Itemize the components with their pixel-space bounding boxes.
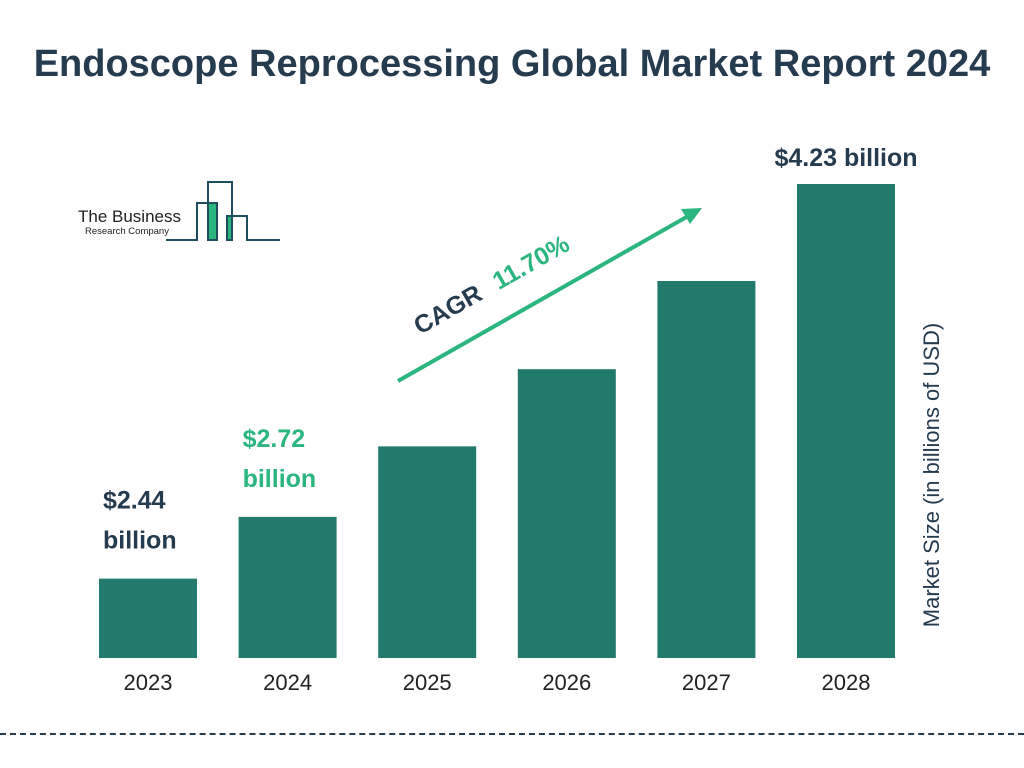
divider xyxy=(0,733,1024,735)
logo-line1: The Business xyxy=(78,207,181,226)
x-tick-label: 2024 xyxy=(263,670,312,695)
x-tick-label: 2025 xyxy=(403,670,452,695)
data-label-2024: $2.72 billion xyxy=(243,425,317,493)
data-label-2028: $4.23 billion xyxy=(774,144,917,172)
logo-line2: Research Company xyxy=(85,226,169,237)
bar-2026 xyxy=(517,369,616,658)
data-label-value: $2.72 xyxy=(243,425,306,453)
bar-2028 xyxy=(797,184,895,658)
chart-title: Endoscope Reprocessing Global Market Rep… xyxy=(33,43,991,85)
y-axis-label: Market Size (in billions of USD) xyxy=(919,322,944,628)
cagr-prefix: CAGR xyxy=(409,280,487,341)
company-logo: The Business Research Company xyxy=(60,170,290,255)
bar-2025 xyxy=(378,446,477,658)
bar-2027 xyxy=(657,281,756,658)
x-tick-label: 2026 xyxy=(542,670,591,695)
cagr-arrow xyxy=(397,208,702,383)
cagr-annotation: CAGR 11.70% xyxy=(409,230,574,340)
data-label-unit: billion xyxy=(103,527,177,555)
x-tick-label: 2028 xyxy=(822,670,871,695)
bar-2023 xyxy=(99,578,197,658)
data-label-unit: billion xyxy=(243,465,317,493)
data-label-2023: $2.44 billion xyxy=(103,487,177,555)
x-tick-label: 2023 xyxy=(124,670,173,695)
data-label-value: $2.44 xyxy=(103,487,166,515)
bar-2024 xyxy=(238,516,337,658)
cagr-value: 11.70% xyxy=(488,230,574,296)
x-tick-label: 2027 xyxy=(682,670,731,695)
